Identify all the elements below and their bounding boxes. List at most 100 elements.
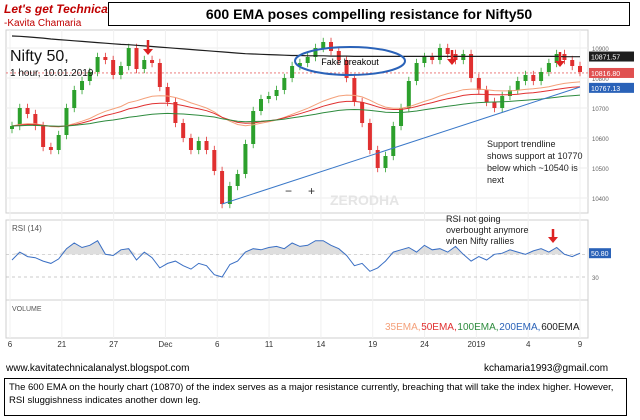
candle-body xyxy=(344,60,349,78)
candle-body xyxy=(33,114,38,126)
candle-body xyxy=(64,108,69,135)
minus-sign: − xyxy=(285,184,292,198)
x-tick-label: 27 xyxy=(109,340,118,349)
candle-body xyxy=(290,66,295,78)
ema50-line xyxy=(11,86,581,128)
candle-body xyxy=(243,144,248,174)
ema-legend-item: 200EMA, xyxy=(499,322,540,333)
candle-body xyxy=(251,111,256,144)
fake-breakout-ellipse xyxy=(294,46,406,76)
candle-body xyxy=(422,57,427,63)
chart-title-text: 600 EMA poses compelling resistance for … xyxy=(205,6,533,22)
candle-body xyxy=(391,126,396,156)
resistance-arrow-head xyxy=(555,61,565,67)
candle-body xyxy=(321,42,326,48)
candle-body xyxy=(134,48,139,69)
candle-body xyxy=(406,81,411,108)
candle-body xyxy=(72,90,77,108)
candle-body xyxy=(142,60,147,69)
candle-body xyxy=(437,48,442,60)
timeframe-label: 1 hour, 10.01.2019 xyxy=(10,68,94,79)
price-ytick-label: 10900 xyxy=(592,47,609,53)
ema-legend-item: 50EMA, xyxy=(421,322,457,333)
candle-body xyxy=(274,90,279,96)
candle-body xyxy=(484,90,489,102)
candle-body xyxy=(173,102,178,123)
candle-body xyxy=(399,108,404,126)
candle-body xyxy=(87,72,92,81)
x-tick-label: 6 xyxy=(215,340,220,349)
rsi-overbought-fill xyxy=(12,240,580,255)
rsi-value-label: 50.80 xyxy=(591,251,609,258)
x-tick-label: 21 xyxy=(57,340,66,349)
candle-body xyxy=(554,54,559,63)
candle-body xyxy=(445,48,450,54)
candle-body xyxy=(414,63,419,81)
candle-body xyxy=(157,63,162,87)
candle-body xyxy=(282,78,287,90)
price-value-box xyxy=(589,51,634,62)
candle-body xyxy=(48,147,53,150)
candle-body xyxy=(507,90,512,96)
rsi-note-line: overbought anymore xyxy=(446,225,529,235)
candle-body xyxy=(150,60,155,63)
email-link[interactable]: kchamaria1993@gmail.com xyxy=(484,363,609,374)
ema-legend-item: 35EMA, xyxy=(385,322,421,333)
rsi-note-line: RSI not going xyxy=(446,214,501,224)
x-tick-label: 14 xyxy=(316,340,325,349)
support-note-line: shows support at 10770 xyxy=(487,151,583,161)
candle-body xyxy=(188,138,193,150)
candle-body xyxy=(266,96,271,99)
candle-body xyxy=(56,135,61,150)
support-note-line: next xyxy=(487,175,505,185)
candle-body xyxy=(17,108,22,126)
candle-body xyxy=(305,57,310,63)
website-link[interactable]: www.kavitatechnicalanalyst.blogspot.com xyxy=(6,363,190,374)
watermark-text: ZERODHA xyxy=(330,192,399,208)
x-tick-label: 9 xyxy=(578,340,583,349)
candle-body xyxy=(492,102,497,108)
x-tick-label: 4 xyxy=(526,340,531,349)
candle-body xyxy=(204,141,209,150)
candle-body xyxy=(430,57,435,60)
candle-body xyxy=(367,123,372,150)
footer-note-text: The 600 EMA on the hourly chart (10870) … xyxy=(9,382,614,406)
candle-body xyxy=(578,66,582,72)
x-tick-label: Dec xyxy=(158,340,172,349)
rsi-ytick-label: 30 xyxy=(592,276,599,282)
rsi-line xyxy=(11,240,581,278)
ema35-line xyxy=(11,81,581,128)
candle-body xyxy=(10,126,14,129)
candle-body xyxy=(126,48,131,66)
price-value-box xyxy=(589,67,634,78)
x-tick-label: 24 xyxy=(420,340,429,349)
rsi-label: RSI (14) xyxy=(12,224,42,233)
footer-note: The 600 EMA on the hourly chart (10870) … xyxy=(4,378,627,416)
candle-body xyxy=(25,108,30,114)
candle-body xyxy=(375,150,380,168)
price-ytick-label: 10800 xyxy=(592,77,609,83)
candle-body xyxy=(235,174,240,186)
support-note-line: Support trendline xyxy=(487,139,556,149)
x-tick-label: 2019 xyxy=(467,340,485,349)
candle-body xyxy=(570,60,575,66)
author-name: -Kavita Chamaria xyxy=(4,18,82,29)
ema-legend-item: 100EMA, xyxy=(457,322,498,333)
price-ytick-label: 10500 xyxy=(592,167,609,173)
candle-body xyxy=(531,75,536,81)
ema100-line xyxy=(11,94,581,127)
candle-body xyxy=(297,63,302,66)
candle-body xyxy=(196,141,201,150)
price-ytick-label: 10700 xyxy=(592,107,609,113)
support-trendline xyxy=(221,86,581,205)
candle-body xyxy=(476,78,481,90)
candle-body xyxy=(80,81,85,90)
candle-body xyxy=(181,123,186,138)
plus-sign: + xyxy=(308,184,315,198)
support-note-line: below which ~10540 is xyxy=(487,163,578,173)
price-value-label: 10816.80 xyxy=(591,71,620,78)
price-value-box xyxy=(589,82,634,93)
ema-legend-item: 600EMA xyxy=(541,322,580,333)
candle-body xyxy=(352,78,357,102)
